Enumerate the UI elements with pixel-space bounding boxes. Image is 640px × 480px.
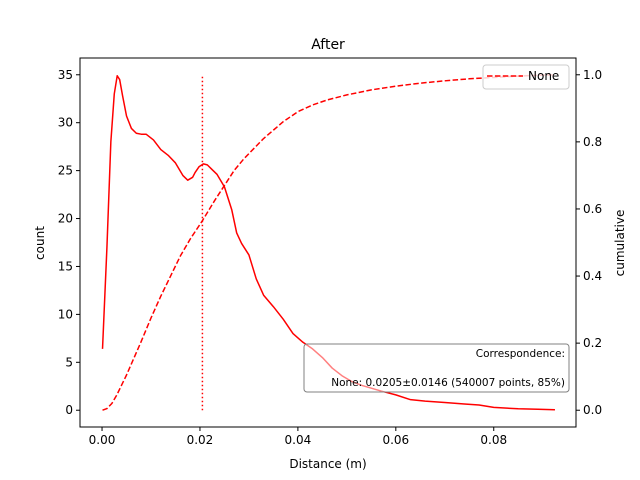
y2-tick-label: 0.0: [583, 403, 602, 417]
y-tick-label: 10: [58, 307, 73, 321]
legend-label: None: [528, 69, 559, 83]
y-tick-label: 25: [58, 164, 73, 178]
annotation-box: Correspondence: None: 0.0205±0.0146 (540…: [303, 343, 570, 393]
x-tick-label: 0.00: [89, 433, 116, 447]
legend: None: [482, 64, 570, 90]
y-axis-left: 0 5 10 15 20 25 30 35: [58, 68, 80, 417]
y-tick-label: 35: [58, 68, 73, 82]
annotation-frame: [303, 343, 570, 393]
x-tick-label: 0.04: [285, 433, 312, 447]
y2-tick-label: 0.4: [583, 269, 602, 283]
annotation-heading: Correspondence:: [476, 348, 565, 360]
y2-tick-label: 0.8: [583, 135, 602, 149]
x-tick-label: 0.06: [382, 433, 409, 447]
x-axis: 0.00 0.02 0.04 0.06 0.08: [89, 427, 507, 447]
annotation-stats: None: 0.0205±0.0146 (540007 points, 85%): [331, 377, 565, 389]
y2-tick-label: 0.2: [583, 336, 602, 350]
x-axis-label: Distance (m): [289, 457, 366, 471]
plot-frame: [79, 57, 577, 428]
y-tick-label: 0: [65, 403, 73, 417]
y-tick-label: 15: [58, 259, 73, 273]
cumulative-line: [102, 74, 555, 411]
x-tick-label: 0.02: [187, 433, 214, 447]
y-tick-label: 5: [65, 355, 73, 369]
chart-title: After: [311, 37, 345, 53]
y-axis-label: count: [33, 226, 47, 260]
legend-box: [482, 64, 570, 90]
y2-axis-label: cumulative: [613, 210, 627, 277]
count-line: [101, 74, 555, 411]
y-axis-right: 0.0 0.2 0.4 0.6 0.8 1.0: [576, 68, 602, 417]
plot-lines: [101, 74, 555, 411]
y-tick-label: 20: [58, 212, 73, 226]
y2-tick-label: 1.0: [583, 68, 602, 82]
y-tick-label: 30: [58, 116, 73, 130]
x-tick-label: 0.08: [480, 433, 507, 447]
y2-tick-label: 0.6: [583, 202, 602, 216]
